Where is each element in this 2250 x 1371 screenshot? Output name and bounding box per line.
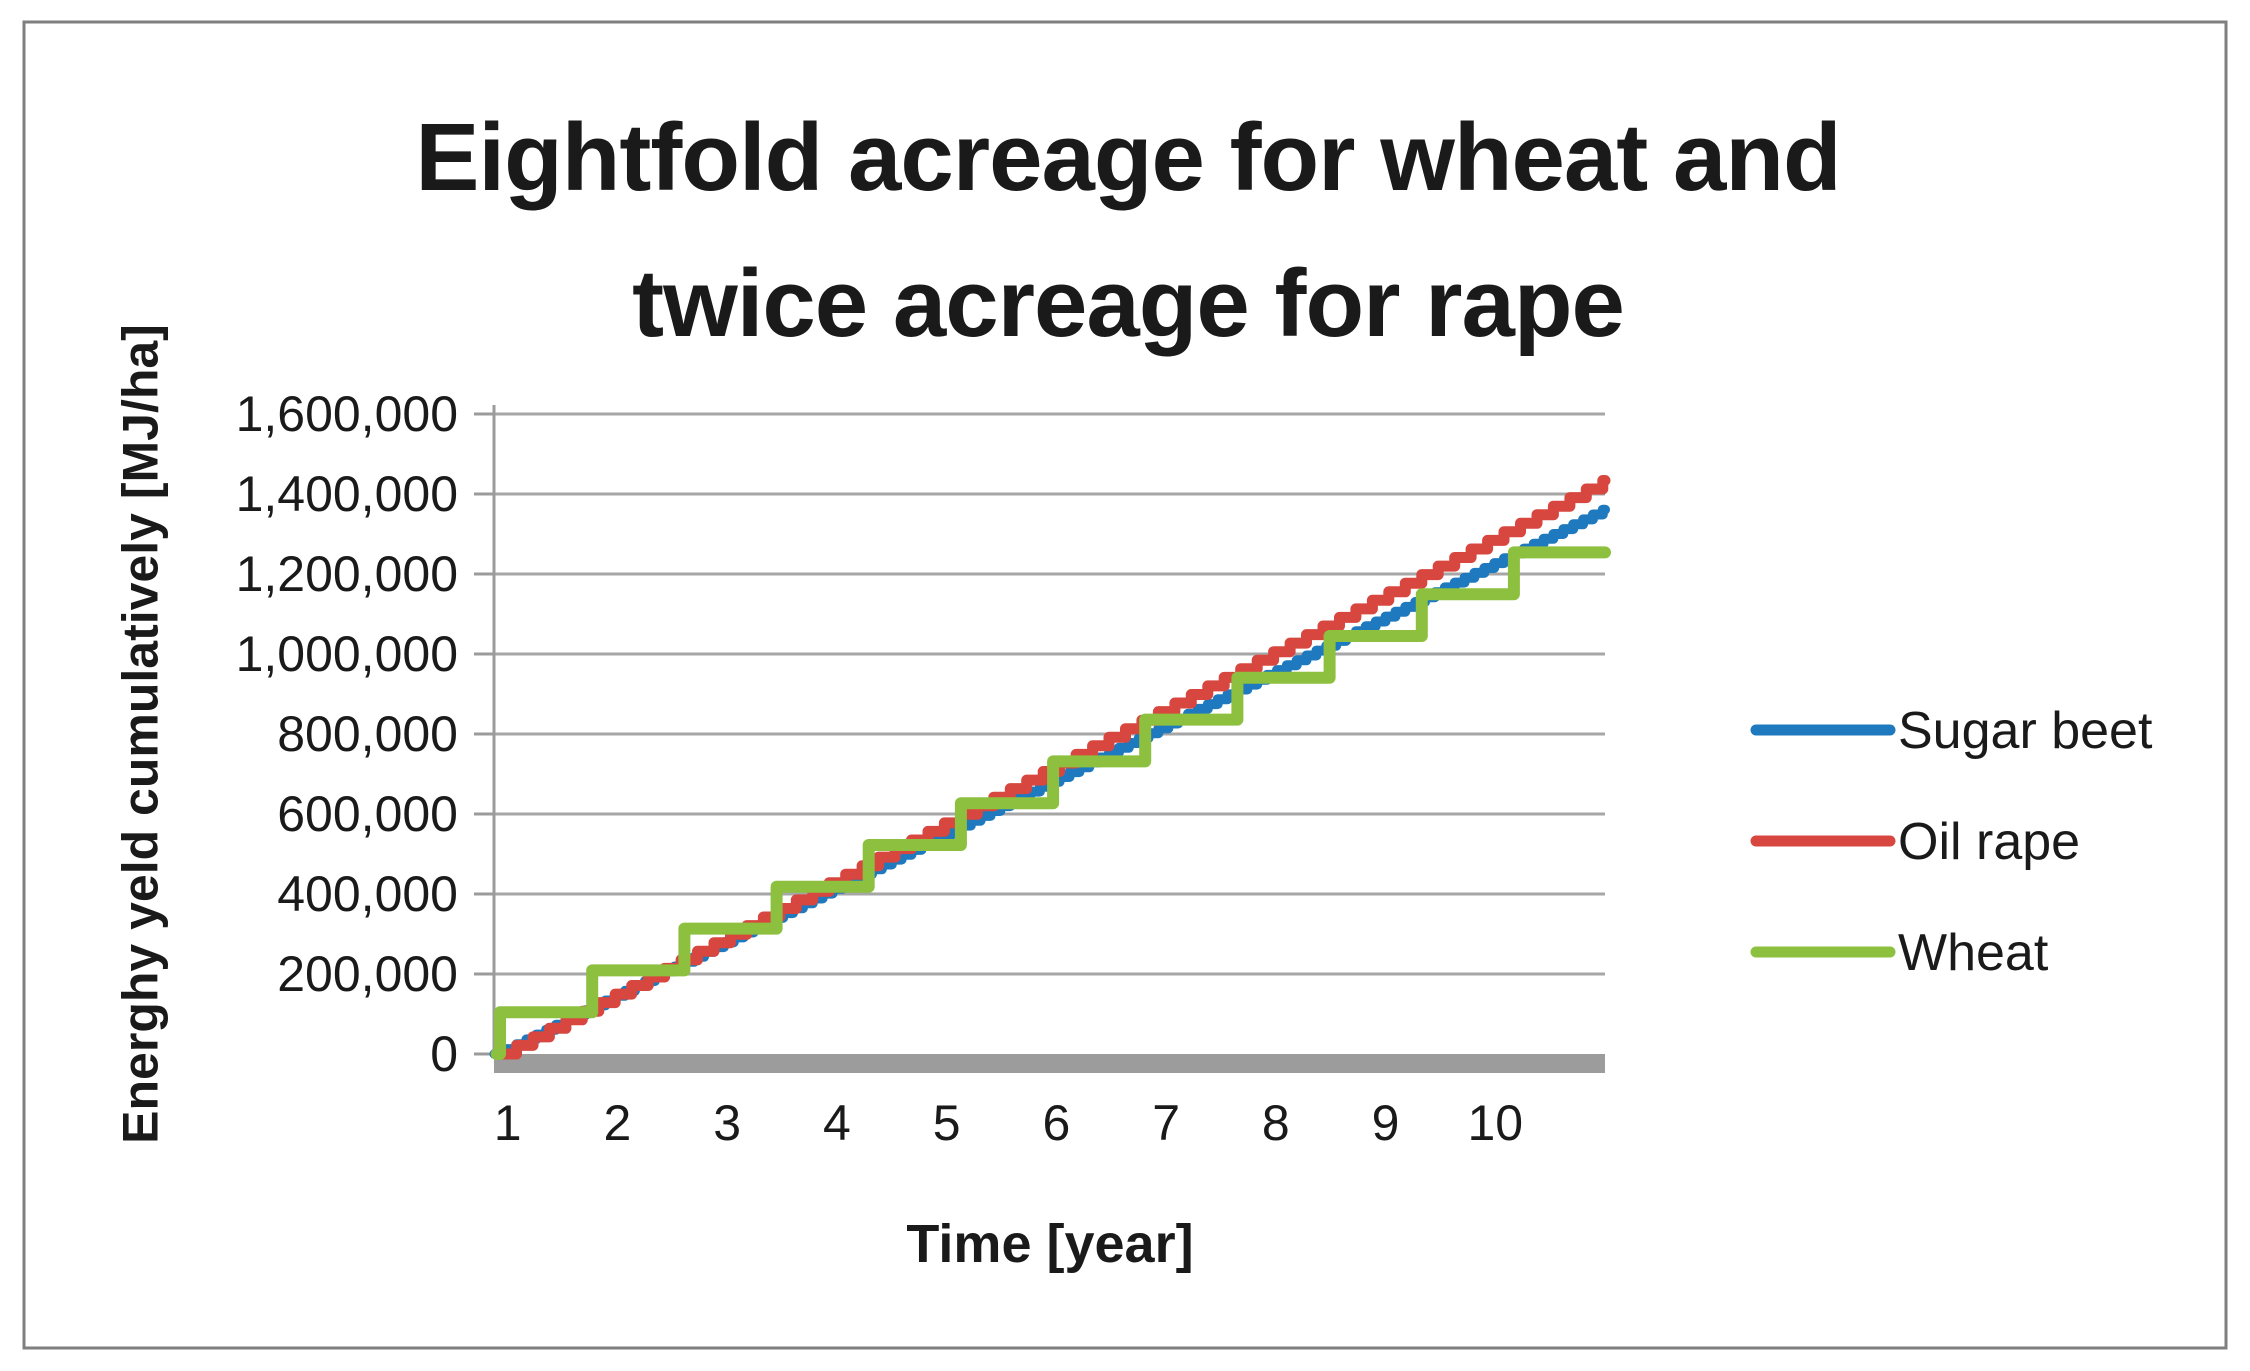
x-tick-label: 9 (1372, 1095, 1400, 1151)
x-axis-baseline-bar (494, 1054, 1605, 1073)
series-lines (489, 475, 1611, 1060)
x-baseline-bar (494, 1054, 1605, 1073)
y-axis-title: Energhy yeld cumulatively [MJ/ha] (113, 324, 169, 1144)
y-tick-label: 1,600,000 (236, 386, 458, 442)
x-tick-label: 8 (1262, 1095, 1290, 1151)
x-axis-title: Time [year] (906, 1214, 1193, 1274)
y-tick-label: 0 (430, 1026, 458, 1082)
x-tick-label: 3 (713, 1095, 741, 1151)
series-line-wheat (490, 546, 1611, 1060)
y-tick-label: 200,000 (277, 946, 458, 1002)
legend-entry-label: Sugar beet (1898, 702, 2153, 760)
y-axis (474, 405, 496, 1056)
legend: Sugar beet Oil rape Wheat (1750, 702, 2153, 982)
x-tick-label: 4 (823, 1095, 851, 1151)
x-tick-labels: 1 2 3 4 5 6 7 8 9 10 (494, 1095, 1523, 1151)
x-tick-label: 1 (494, 1095, 522, 1151)
x-tick-label: 10 (1467, 1095, 1523, 1151)
y-tick-label: 600,000 (277, 786, 458, 842)
y-tick-label: 1,400,000 (236, 466, 458, 522)
legend-entry-label: Wheat (1898, 924, 2049, 982)
x-tick-label: 7 (1152, 1095, 1180, 1151)
chart-title-line1: Eightfold acreage for wheat and (415, 104, 1840, 211)
legend-entry-wheat: Wheat (1750, 924, 2049, 982)
gridlines (494, 412, 1605, 976)
legend-entry-oil-rape: Oil rape (1750, 813, 2080, 871)
x-tick-label: 6 (1042, 1095, 1070, 1151)
chart-title-line2: twice acreage for rape (632, 250, 1624, 357)
legend-entry-label: Oil rape (1898, 813, 2080, 871)
y-tick-labels: 0 200,000 400,000 600,000 800,000 1,000,000 1,… (236, 386, 458, 1082)
x-tick-label: 2 (603, 1095, 631, 1151)
legend-entry-sugar-beet: Sugar beet (1750, 702, 2153, 760)
y-tick-label: 800,000 (277, 706, 458, 762)
y-tick-label: 1,200,000 (236, 546, 458, 602)
y-tick-label: 400,000 (277, 866, 458, 922)
figure-border (22, 20, 2228, 1350)
y-tick-label: 1,000,000 (236, 626, 458, 682)
x-tick-label: 5 (933, 1095, 961, 1151)
